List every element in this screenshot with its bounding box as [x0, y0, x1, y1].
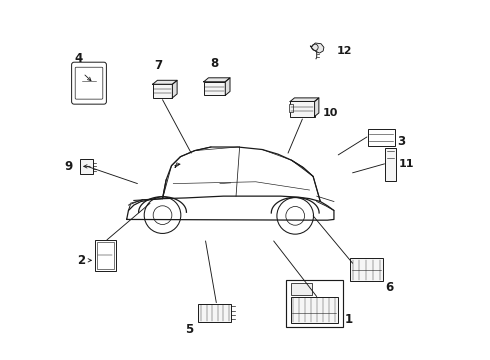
- Bar: [80, 159, 93, 174]
- Text: 11: 11: [398, 159, 414, 169]
- Polygon shape: [310, 43, 324, 53]
- Bar: [291, 283, 312, 295]
- Bar: [95, 240, 116, 271]
- Text: 6: 6: [386, 281, 394, 294]
- Bar: [289, 104, 293, 112]
- Bar: [385, 148, 395, 181]
- FancyBboxPatch shape: [72, 62, 106, 104]
- Polygon shape: [153, 80, 177, 84]
- Text: 10: 10: [322, 108, 338, 118]
- Bar: [97, 242, 114, 269]
- Bar: [286, 280, 343, 327]
- Bar: [291, 297, 338, 323]
- Text: 3: 3: [397, 135, 406, 148]
- Text: 5: 5: [185, 323, 193, 337]
- FancyBboxPatch shape: [75, 67, 103, 99]
- Text: 2: 2: [77, 254, 85, 267]
- Polygon shape: [290, 98, 319, 102]
- Bar: [350, 258, 383, 281]
- Polygon shape: [315, 98, 319, 117]
- Polygon shape: [225, 78, 230, 95]
- Text: 4: 4: [74, 52, 83, 65]
- Bar: [290, 102, 315, 117]
- Text: 1: 1: [344, 313, 353, 326]
- Polygon shape: [204, 78, 230, 82]
- Text: 9: 9: [64, 160, 72, 173]
- Text: 8: 8: [210, 57, 219, 69]
- Text: 12: 12: [337, 46, 352, 56]
- Bar: [198, 304, 231, 321]
- Bar: [204, 82, 225, 95]
- Bar: [368, 129, 395, 146]
- Text: 7: 7: [154, 59, 162, 72]
- Polygon shape: [172, 80, 177, 98]
- Bar: [153, 84, 172, 98]
